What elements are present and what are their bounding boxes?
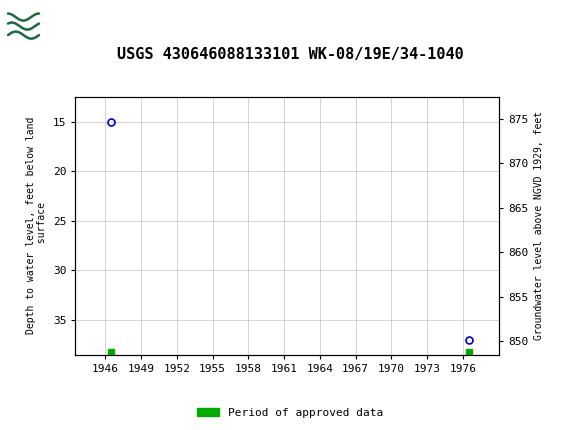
Text: USGS: USGS: [50, 12, 114, 33]
Text: USGS 430646088133101 WK-08/19E/34-1040: USGS 430646088133101 WK-08/19E/34-1040: [117, 47, 463, 62]
Y-axis label: Groundwater level above NGVD 1929, feet: Groundwater level above NGVD 1929, feet: [534, 111, 543, 340]
Bar: [5, 4, 42, 41]
Y-axis label: Depth to water level, feet below land
 surface: Depth to water level, feet below land su…: [26, 117, 48, 335]
Legend: Period of approved data: Period of approved data: [193, 403, 387, 422]
